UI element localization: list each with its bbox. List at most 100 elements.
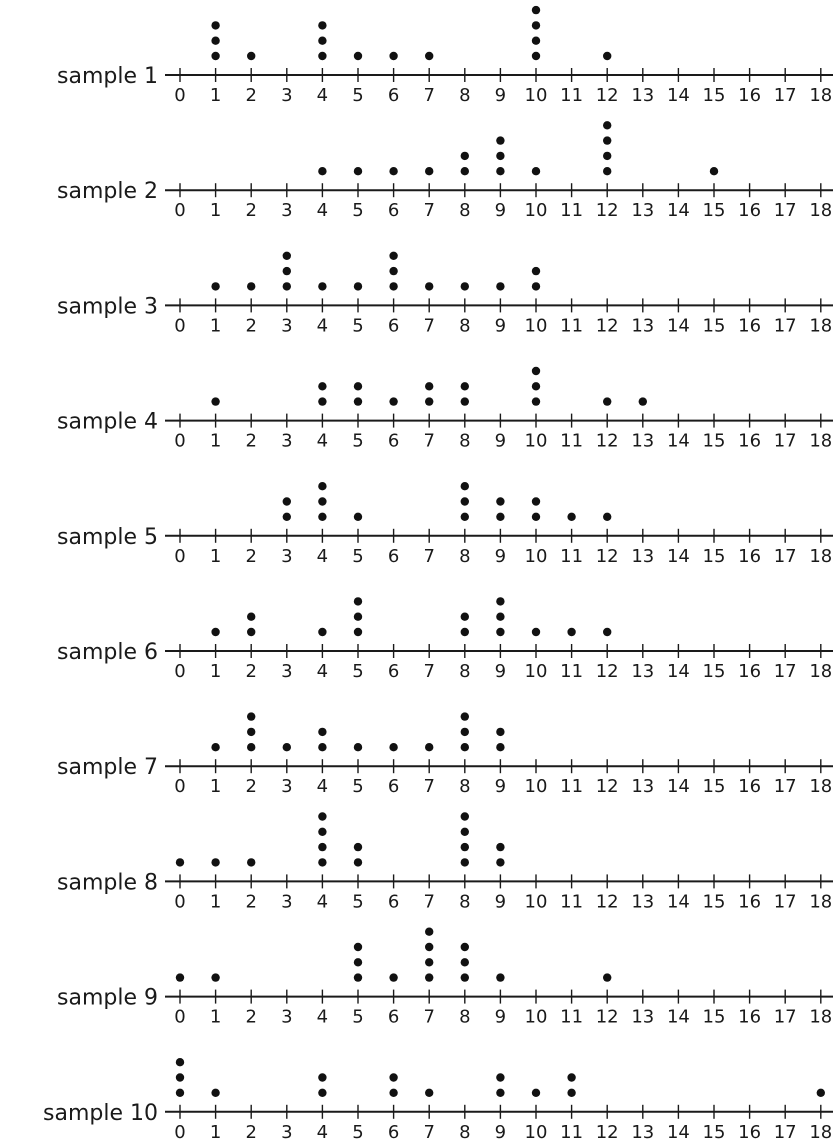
tick-label: 12 [596, 891, 619, 912]
tick-label: 1 [210, 1122, 221, 1143]
tick-label: 11 [560, 1122, 583, 1143]
data-dot [425, 1088, 434, 1098]
data-dot [425, 167, 434, 176]
data-dot [425, 51, 434, 61]
tick-label: 14 [667, 1122, 690, 1143]
tick-label: 18 [809, 546, 832, 567]
tick-label: 11 [560, 1007, 583, 1028]
data-dot [211, 858, 220, 867]
tick-label: 3 [281, 200, 292, 221]
tick-label: 7 [423, 546, 434, 567]
data-dot [709, 167, 719, 176]
tick-label: 11 [560, 431, 583, 452]
tick-label: 14 [667, 546, 690, 567]
tick-label: 14 [667, 891, 690, 912]
tick-label: 11 [560, 891, 583, 912]
data-dot [318, 827, 327, 836]
tick-label: 7 [423, 200, 434, 221]
tick-label: 10 [525, 891, 548, 912]
data-dot [318, 497, 327, 506]
data-dot [211, 21, 220, 30]
tick-label: 8 [459, 431, 470, 452]
data-dot [247, 51, 256, 61]
tick-label: 10 [525, 776, 548, 797]
tick-label: 3 [281, 776, 292, 797]
tick-label: 18 [809, 431, 832, 452]
data-dot [460, 827, 469, 836]
tick-label: 10 [525, 661, 548, 682]
tick-label: 17 [774, 315, 797, 336]
data-dot [425, 927, 434, 936]
data-dot [496, 136, 505, 145]
sample-label: sample 3 [57, 294, 158, 319]
data-dot [175, 1058, 185, 1067]
data-dot [389, 397, 398, 406]
data-dot [318, 727, 327, 737]
tick-label: 0 [174, 1007, 185, 1028]
data-dot [531, 167, 541, 176]
data-dot [389, 282, 398, 291]
data-dot [211, 973, 220, 982]
tick-label: 0 [174, 661, 185, 682]
data-dot [531, 36, 541, 45]
tick-label: 5 [352, 85, 363, 106]
data-dot [282, 743, 291, 752]
tick-label: 9 [495, 1007, 506, 1028]
tick-label: 17 [774, 431, 797, 452]
tick-label: 15 [703, 776, 726, 797]
data-dot [389, 167, 398, 176]
data-dot [353, 973, 363, 982]
data-dot [247, 612, 256, 621]
data-dot [496, 167, 505, 176]
tick-label: 16 [738, 315, 761, 336]
tick-label: 16 [738, 1122, 761, 1143]
data-dot [603, 397, 612, 406]
data-dot [496, 727, 505, 737]
tick-label: 0 [174, 431, 185, 452]
data-dot [282, 282, 291, 291]
tick-label: 8 [459, 891, 470, 912]
tick-label: 3 [281, 546, 292, 567]
data-dot [567, 627, 576, 637]
tick-label: 6 [388, 431, 399, 452]
data-dot [175, 858, 185, 867]
data-dot [603, 151, 612, 161]
tick-label: 2 [245, 661, 256, 682]
data-dot [425, 282, 434, 291]
tick-label: 16 [738, 661, 761, 682]
tick-label: 7 [423, 776, 434, 797]
tick-label: 15 [703, 85, 726, 106]
tick-label: 13 [631, 200, 654, 221]
data-dot [531, 366, 541, 376]
data-dot [211, 627, 220, 637]
data-dot [460, 167, 469, 176]
dot-plot: sample 10 1 2 3 4 5 6 7 8 9 10 11 12 13 14 15 16 17 18 [57, 5, 833, 106]
data-dot [353, 382, 363, 391]
tick-label: 4 [317, 661, 328, 682]
tick-label: 6 [388, 315, 399, 336]
tick-label: 1 [210, 661, 221, 682]
tick-label: 3 [281, 85, 292, 106]
tick-label: 13 [631, 431, 654, 452]
data-dot [389, 266, 398, 276]
tick-label: 18 [809, 315, 832, 336]
tick-label: 1 [210, 546, 221, 567]
tick-label: 16 [738, 546, 761, 567]
data-dot [567, 1088, 576, 1098]
data-dot [353, 858, 363, 867]
tick-label: 7 [423, 431, 434, 452]
tick-label: 16 [738, 200, 761, 221]
tick-label: 16 [738, 1007, 761, 1028]
dot-plot: sample 20 1 2 3 4 5 6 7 8 9 10 11 12 13 14 15 16 17 18 [57, 121, 833, 221]
tick-label: 14 [667, 200, 690, 221]
data-dot [353, 942, 363, 952]
data-dot [318, 51, 327, 61]
dot-plot: sample 70 1 2 3 4 5 6 7 8 9 10 11 12 13 14 15 16 17 18 [57, 712, 833, 797]
tick-label: 1 [210, 776, 221, 797]
tick-label: 16 [738, 431, 761, 452]
data-dot [531, 282, 541, 291]
data-dot [531, 512, 541, 521]
data-dot [389, 51, 398, 61]
sample-label: sample 7 [57, 755, 158, 780]
tick-label: 17 [774, 891, 797, 912]
